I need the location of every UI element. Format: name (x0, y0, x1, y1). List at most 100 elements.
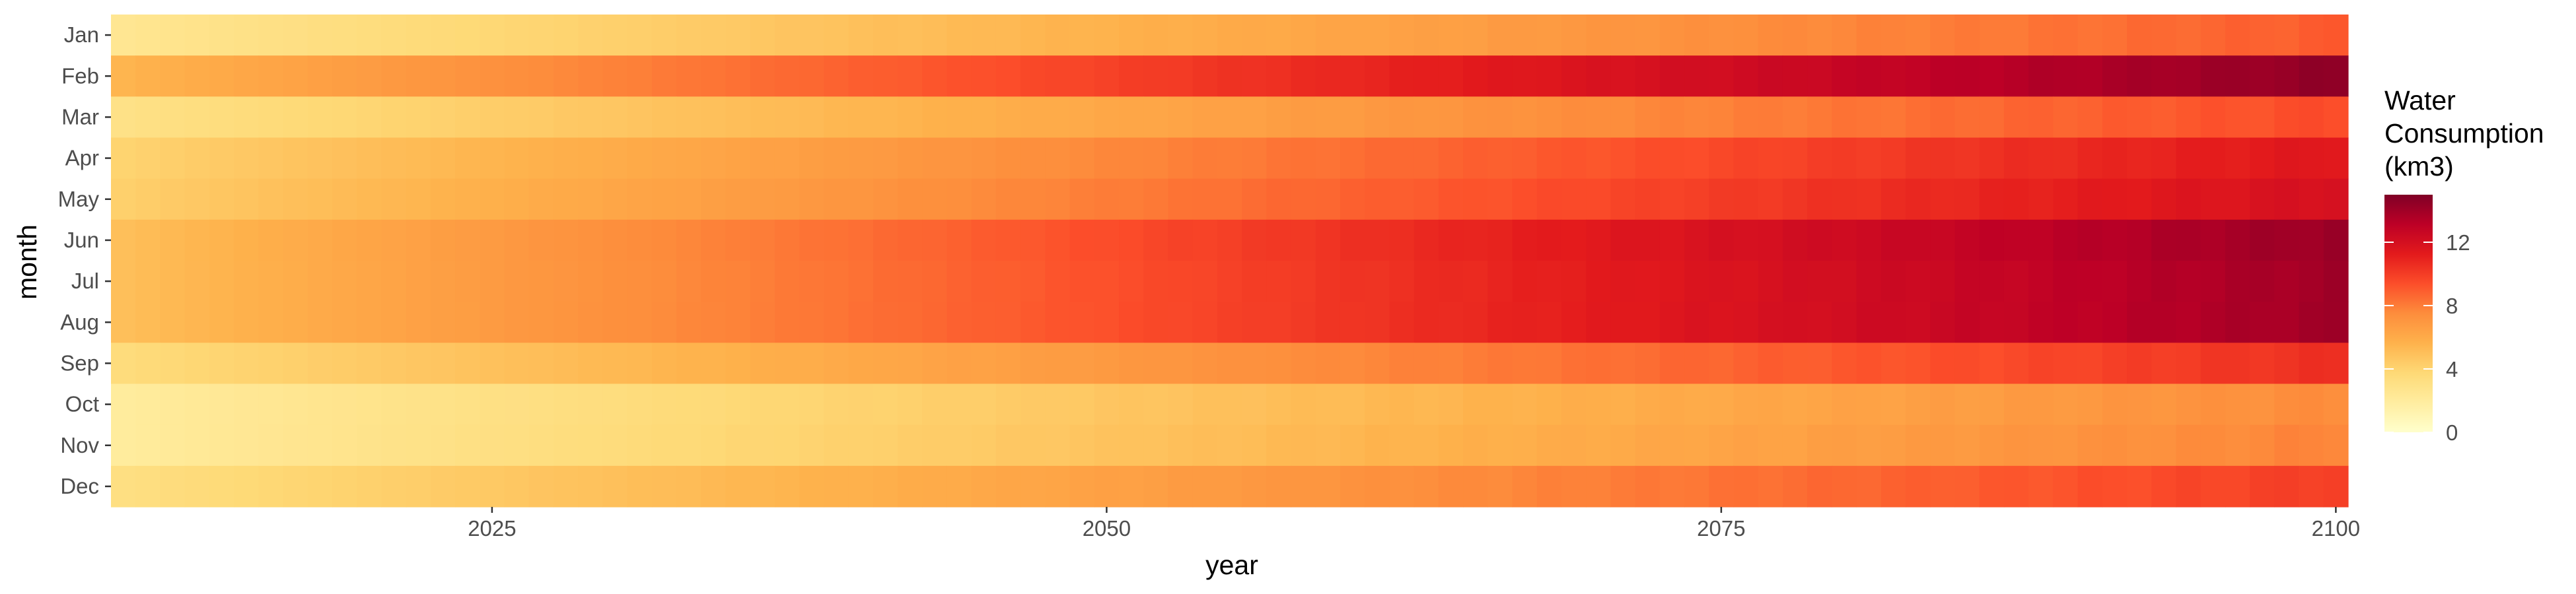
heatmap-cell (1930, 343, 1956, 385)
heatmap-cell (1954, 261, 1980, 302)
heatmap-cell (1168, 137, 1194, 180)
heatmap-cell (1069, 178, 1095, 220)
heatmap-cell (1930, 96, 1956, 139)
heatmap-cell (1192, 302, 1218, 343)
heatmap-cell (1487, 261, 1513, 302)
heatmap-cell (357, 343, 382, 385)
heatmap-cell (2127, 96, 2152, 139)
heatmap-cell (1069, 383, 1095, 426)
heatmap-cell (627, 137, 653, 180)
heatmap-cell (504, 219, 530, 261)
heatmap-cell (2028, 15, 2054, 56)
heatmap-cell (1758, 96, 1783, 139)
heatmap-cell (2299, 178, 2324, 220)
heatmap-cell (1979, 178, 2005, 220)
heatmap-cell (1020, 55, 1046, 97)
heatmap-cell (1242, 465, 1267, 508)
heatmap-cell (1365, 137, 1390, 180)
heatmap-cell (1758, 383, 1783, 426)
heatmap-cell (2127, 219, 2152, 261)
heatmap-cell (430, 343, 456, 385)
heatmap-cell (799, 424, 824, 467)
heatmap-cell (2225, 383, 2250, 426)
heatmap-cell (1733, 15, 1759, 56)
heatmap-cell (1438, 302, 1464, 343)
heatmap-cell (1979, 261, 2005, 302)
heatmap-cell (1635, 15, 1661, 56)
heatmap-cell (2299, 219, 2324, 261)
y-tick-label: Sep (60, 350, 99, 375)
heatmap-cell (750, 343, 775, 385)
heatmap-cell (676, 55, 701, 97)
heatmap-cell (111, 465, 136, 508)
heatmap-cell (651, 137, 677, 180)
heatmap-cell (1586, 424, 1612, 467)
heatmap-cell (1045, 424, 1071, 467)
heatmap-cell (1069, 219, 1095, 261)
heatmap-cell (430, 219, 456, 261)
heatmap-cell (1659, 424, 1685, 467)
heatmap-cell (799, 55, 824, 97)
heatmap-cell (430, 137, 456, 180)
heatmap-cell (1487, 15, 1513, 56)
heatmap-cell (2225, 137, 2250, 180)
heatmap-cell (209, 178, 234, 220)
heatmap-cell (2274, 302, 2300, 343)
heatmap-cell (406, 261, 431, 302)
heatmap-cell (1266, 302, 1292, 343)
heatmap-cell (799, 15, 824, 56)
heatmap-cell (947, 465, 972, 508)
heatmap-cell (1266, 137, 1292, 180)
heatmap-cell (1242, 302, 1267, 343)
heatmap-cell (1807, 261, 1832, 302)
x-tick-label: 2025 (468, 516, 516, 541)
heatmap-cell (135, 137, 161, 180)
heatmap-cell (1340, 424, 1365, 467)
heatmap-cell (1561, 96, 1587, 139)
heatmap-cell (184, 178, 210, 220)
heatmap-cell (1217, 96, 1242, 139)
heatmap-cell (1192, 178, 1218, 220)
heatmap-cell (1561, 261, 1587, 302)
heatmap-cell (1709, 137, 1735, 180)
heatmap-cell (553, 465, 579, 508)
heatmap-cell (873, 261, 898, 302)
heatmap-cell (799, 302, 824, 343)
heatmap-cell (602, 15, 628, 56)
heatmap-cell (2200, 178, 2226, 220)
heatmap-cell (1659, 219, 1685, 261)
heatmap-cell (701, 137, 727, 180)
heatmap-cell (1192, 424, 1218, 467)
heatmap-cell (1365, 55, 1390, 97)
heatmap-cell (1856, 55, 1882, 97)
heatmap-cell (1659, 302, 1685, 343)
heatmap-cell (1463, 343, 1488, 385)
heatmap-cell (2053, 96, 2079, 139)
heatmap-cell (2250, 178, 2275, 220)
heatmap-cell (480, 137, 505, 180)
heatmap-cell (1094, 302, 1120, 343)
heatmap-cell (307, 302, 333, 343)
heatmap-cell (160, 383, 186, 426)
heatmap-cell (184, 261, 210, 302)
heatmap-cell (1684, 343, 1709, 385)
heatmap-cell (750, 178, 775, 220)
heatmap-cell (627, 383, 653, 426)
x-axis-title: year (1205, 550, 1258, 580)
heatmap-cell (1561, 383, 1587, 426)
heatmap-cell (357, 96, 382, 139)
heatmap-cell (2003, 219, 2029, 261)
heatmap-cell (1906, 261, 1931, 302)
heatmap-cell (406, 137, 431, 180)
heatmap-cell (1020, 15, 1046, 56)
heatmap-cell (2127, 465, 2152, 508)
heatmap-cell (1832, 55, 1857, 97)
heatmap-cell (1413, 55, 1439, 97)
heatmap-cell (995, 302, 1021, 343)
heatmap-cell (381, 383, 407, 426)
heatmap-cell (283, 178, 308, 220)
heatmap-cell (1266, 178, 1292, 220)
heatmap-cell (553, 96, 579, 139)
heatmap-cell (1512, 261, 1538, 302)
heatmap-cell (627, 55, 653, 97)
